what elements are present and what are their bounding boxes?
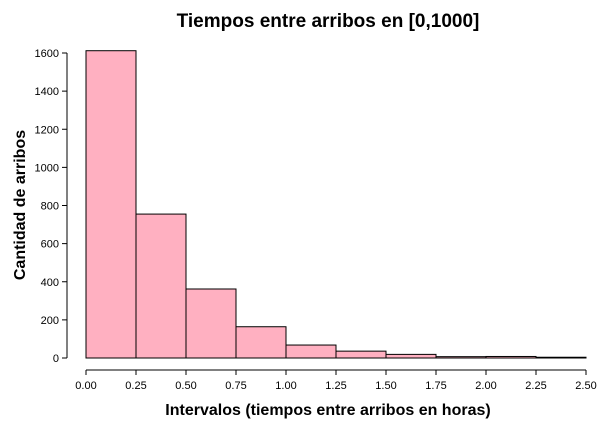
y-tick-label: 0 [53,353,59,365]
y-tick-label: 600 [41,239,59,251]
x-axis: 0.00 0.25 0.50 0.75 1.00 1.25 1.50 1.75 2.00 2.25… [75,369,597,392]
y-tick-label: 200 [41,315,59,327]
histogram-bar [435,356,487,359]
x-tick-label: 0.50 [175,380,196,392]
x-tick-label: 0.75 [225,380,246,392]
x-tick-label: 1.75 [425,380,446,392]
y-tick-label: 1200 [35,124,59,136]
y-tick-label: 1000 [35,162,59,174]
histogram-bar [135,213,187,359]
x-tick-label: 1.25 [325,380,346,392]
histogram-bar [285,344,337,359]
x-tick-label: 2.25 [525,380,546,392]
x-tick-label: 1.50 [375,380,396,392]
chart-title: Tiempos entre arribos en [0,1000] [177,11,480,32]
histogram-bar [535,356,587,359]
histogram-bar [335,350,387,359]
y-tick-label: 400 [41,277,59,289]
x-tick-label: 0.25 [125,380,146,392]
x-tick-label: 2.50 [575,380,596,392]
bars-group [85,50,587,359]
x-tick-label: 1.00 [275,380,296,392]
histogram-bar [235,326,287,359]
x-axis-label: Intervalos (tiempos entre arribos en hor… [165,402,490,419]
y-tick-label: 1400 [35,86,59,98]
y-axis-label: Cantidad de arribos [12,130,29,280]
y-axis: 0 200 400 600 800 1000 1200 1400 1600 [35,48,68,365]
histogram-bar [485,355,537,359]
x-tick-label: 0.00 [75,380,96,392]
histogram-bar [185,288,237,359]
y-tick-label: 1600 [35,48,59,60]
histogram-bar [385,353,437,359]
histogram-bar [85,50,137,359]
y-tick-label: 800 [41,201,59,213]
x-tick-label: 2.00 [475,380,496,392]
